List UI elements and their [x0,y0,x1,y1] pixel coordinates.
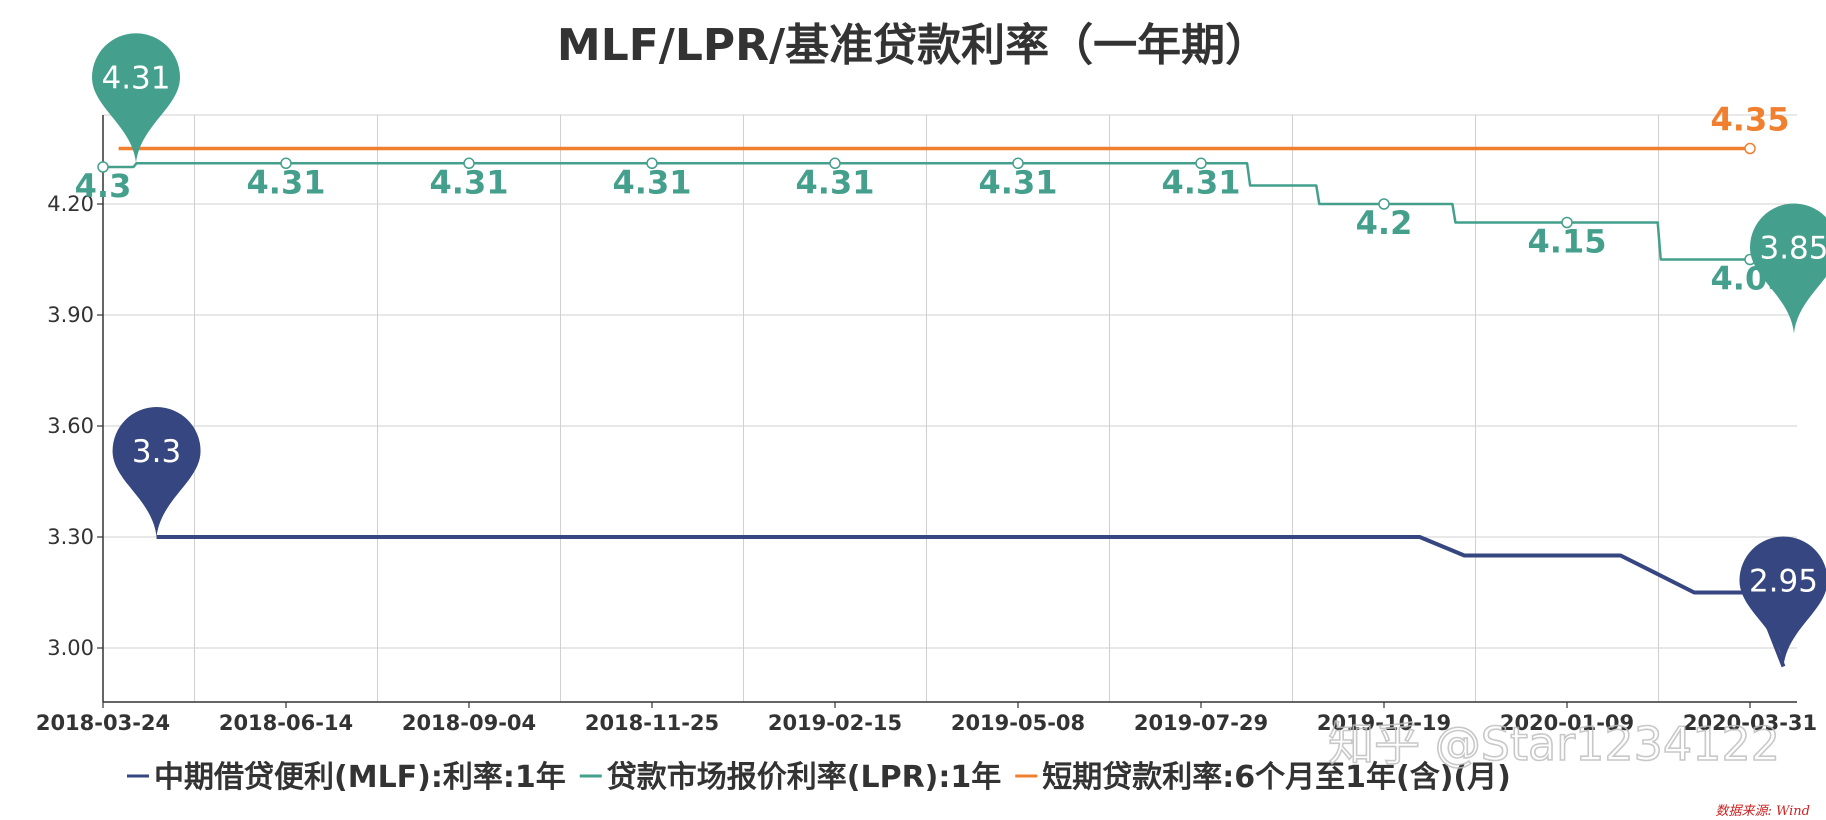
data-point[interactable] [1012,157,1024,170]
series-line[interactable] [156,535,1786,668]
map-pin-icon [1750,203,1826,334]
data-point[interactable] [646,157,658,170]
data-point[interactable] [463,157,475,170]
legend-item[interactable]: 短期贷款利率:6个月至1年(含)(月) [1042,760,1511,795]
x-tick-label: 2018-03-24 [36,711,170,735]
grid-lines [103,114,1797,702]
legend[interactable]: 中期借贷便利(MLF):利率:1年 贷款市场报价利率(LPR):1年 短期贷款利率:… [127,760,1511,795]
x-tick-label: 2019-02-15 [768,711,902,735]
x-tick-label: 2019-05-08 [951,711,1085,735]
data-label: 4.31 [979,163,1058,201]
y-tick-label: 3.30 [47,525,94,549]
source-note: 数据来源: Wind [1716,804,1811,819]
data-label: 4.15 [1528,223,1607,261]
mark-point-label: 2.95 [1749,564,1818,600]
data-point[interactable] [1561,216,1573,229]
x-tick-label: 2020-01-09 [1500,711,1634,735]
data-label: 4.3 [75,167,132,205]
data-label: 4.2 [1356,204,1413,242]
x-tick-label: 2018-06-14 [219,711,353,735]
mark-point-label: 3.3 [132,434,181,470]
data-label: 4.31 [247,163,326,201]
watermark: 知乎 @Star1234122 [1328,717,1780,771]
chart-title: MLF/LPR/基准贷款利率（一年期） [557,20,1269,71]
legend-item[interactable]: 中期借贷便利(MLF):利率:1年 [154,760,566,795]
axes: 3.00 3.30 3.60 3.90 4.20 2018-03-24 2018-06-14… [36,115,1817,735]
data-label: 4.31 [430,163,509,201]
x-tick-label: 2019-10-19 [1317,711,1451,735]
data-point[interactable] [829,157,841,170]
y-tick-label: 3.60 [47,414,94,438]
data-point[interactable] [280,157,292,170]
map-pin-icon [112,407,201,537]
data-label: 4.31 [1162,163,1241,201]
data-label: 4.31 [613,163,692,201]
legend-item[interactable]: 贷款市场报价利率(LPR):1年 [607,760,1002,795]
data-point[interactable] [1744,142,1756,155]
data-label: 4.35 [1711,101,1790,139]
data-label: 4.31 [796,163,875,201]
y-tick-label: 4.20 [47,192,94,216]
mark-point-label: 3.85 [1759,231,1826,267]
data-point[interactable] [97,161,109,173]
data-labels: 4.3 4.31 4.31 4.31 4.31 4.31 4.314.2 4.154.054.… [75,101,1790,298]
y-tick-label: 3.90 [47,303,94,327]
mark-points: 3.3 2.95 4.31 3.85 [91,33,1826,667]
x-tick-label: 2020-03-31 [1683,711,1817,735]
data-point[interactable] [1195,157,1207,170]
y-tick-label: 3.00 [47,636,94,660]
x-tick-label: 2019-07-29 [1134,711,1268,735]
map-pin-icon [91,33,181,164]
mark-point-label: 4.31 [101,60,170,96]
x-tick-label: 2018-09-04 [402,711,536,735]
data-point[interactable] [1378,198,1390,210]
x-tick-label: 2018-11-25 [585,711,719,735]
map-pin-icon [1739,536,1826,667]
